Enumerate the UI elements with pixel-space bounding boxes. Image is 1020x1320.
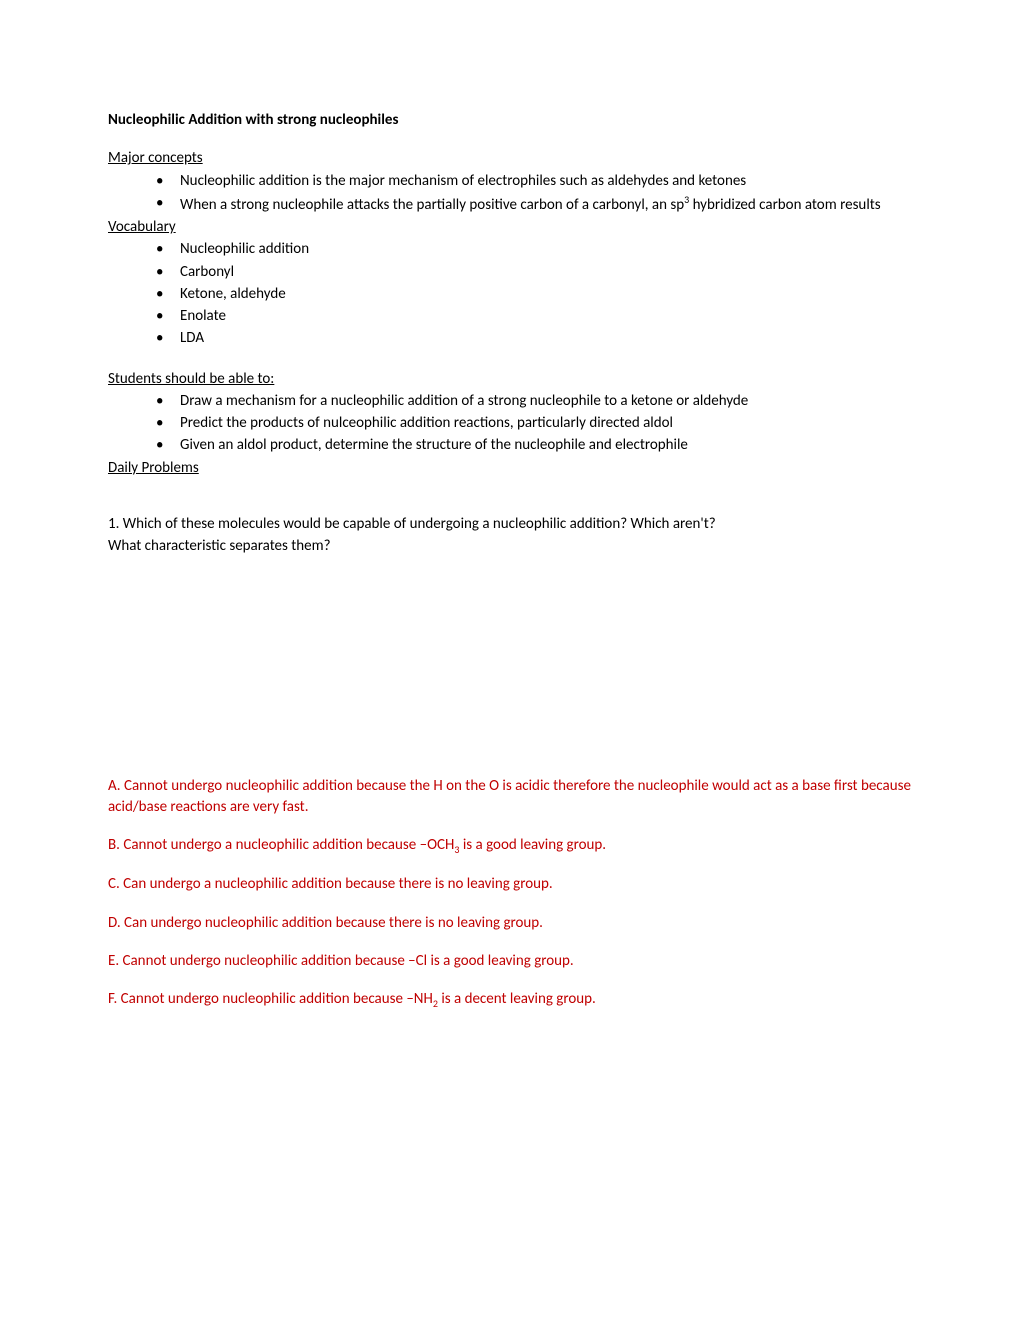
problem-1-line2: What characteristic separates them? [108, 536, 912, 556]
problem-1-line1: 1. Which of these molecules would be cap… [108, 514, 912, 534]
answer-f: F. Cannot undergo nucleophilic addition … [108, 989, 912, 1011]
list-item: Carbonyl [156, 262, 912, 282]
answer-b: B. Cannot undergo a nucleophilic additio… [108, 835, 912, 857]
answer-d: D. Can undergo nucleophilic addition bec… [108, 913, 912, 933]
list-item: Given an aldol product, determine the st… [156, 435, 912, 455]
list-item: Predict the products of nulceophilic add… [156, 413, 912, 433]
answer-c: C. Can undergo a nucleophilic addition b… [108, 874, 912, 894]
list-item: Ketone, aldehyde [156, 284, 912, 304]
list-item: Nucleophilic addition is the major mecha… [156, 171, 912, 191]
list-item: Enolate [156, 306, 912, 326]
document-title: Nucleophilic Addition with strong nucleo… [108, 110, 912, 130]
vocabulary-list: Nucleophilic addition Carbonyl Ketone, a… [108, 239, 912, 348]
list-item: When a strong nucleophile attacks the pa… [156, 193, 912, 215]
answer-e: E. Cannot undergo nucleophilic addition … [108, 951, 912, 971]
list-item: Draw a mechanism for a nucleophilic addi… [156, 391, 912, 411]
vocabulary-header: Vocabulary [108, 217, 912, 237]
answer-a: A. Cannot undergo nucleophilic addition … [108, 776, 912, 817]
list-item: Nucleophilic addition [156, 239, 912, 259]
major-concepts-list: Nucleophilic addition is the major mecha… [108, 171, 912, 216]
students-should-header: Students should be able to: [108, 369, 912, 389]
daily-problems-header: Daily Problems [108, 458, 912, 478]
students-should-list: Draw a mechanism for a nucleophilic addi… [108, 391, 912, 456]
list-item: LDA [156, 328, 912, 348]
major-concepts-header: Major concepts [108, 148, 912, 168]
